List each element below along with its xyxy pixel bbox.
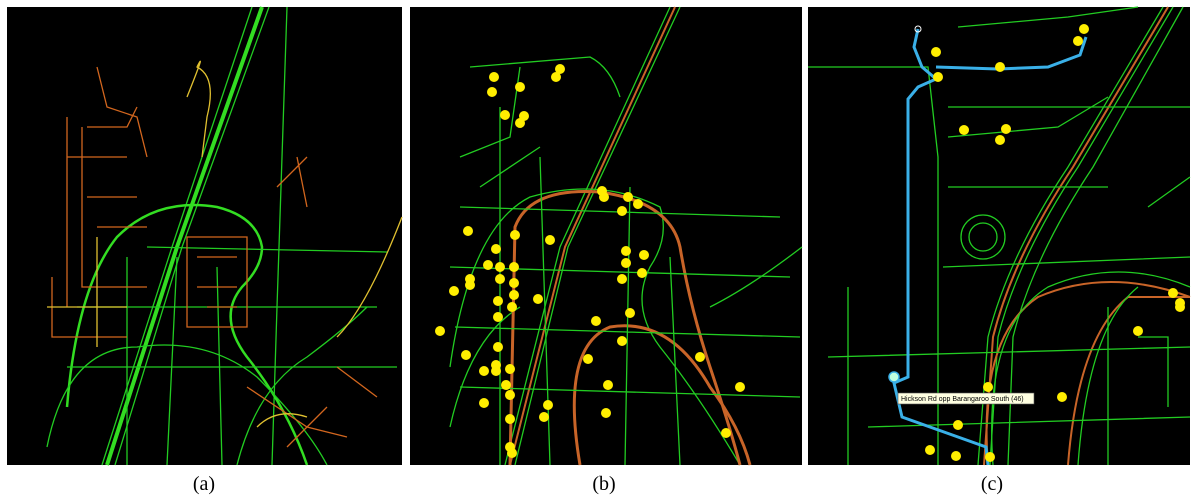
stop-marker bbox=[543, 400, 553, 410]
stop-marker bbox=[959, 125, 969, 135]
stop-marker bbox=[491, 366, 501, 376]
stop-marker bbox=[479, 366, 489, 376]
stop-marker bbox=[623, 192, 633, 202]
stop-marker bbox=[545, 235, 555, 245]
stop-marker bbox=[493, 296, 503, 306]
stop-marker bbox=[483, 260, 493, 270]
stop-marker bbox=[983, 382, 993, 392]
stop-marker bbox=[509, 262, 519, 272]
stop-marker bbox=[617, 274, 627, 284]
stop-marker bbox=[461, 350, 471, 360]
stop-marker bbox=[583, 354, 593, 364]
stop-marker bbox=[1168, 288, 1178, 298]
stop-marker bbox=[621, 258, 631, 268]
stop-marker bbox=[465, 280, 475, 290]
stop-marker bbox=[505, 414, 515, 424]
stop-marker bbox=[539, 412, 549, 422]
stop-marker bbox=[925, 445, 935, 455]
tooltip-text: Hickson Rd opp Barangaroo South (46) bbox=[901, 396, 1024, 403]
stop-marker bbox=[509, 278, 519, 288]
stop-marker bbox=[479, 398, 489, 408]
stop-marker bbox=[995, 135, 1005, 145]
map-panel-b bbox=[410, 7, 802, 465]
panel-caption: (a) bbox=[193, 473, 215, 495]
stop-marker bbox=[1133, 326, 1143, 336]
map-background bbox=[7, 7, 402, 465]
stop-marker bbox=[435, 326, 445, 336]
stop-marker bbox=[507, 302, 517, 312]
stop-marker bbox=[493, 312, 503, 322]
stop-marker bbox=[489, 72, 499, 82]
stop-marker bbox=[617, 336, 627, 346]
stop-marker bbox=[621, 246, 631, 256]
map-panel-a bbox=[7, 7, 402, 465]
map-panel-c: Hickson Rd opp Barangaroo South (46) bbox=[808, 7, 1190, 465]
stop-marker bbox=[617, 206, 627, 216]
stop-marker bbox=[505, 390, 515, 400]
figure: (a) (b) bbox=[0, 0, 1194, 498]
selected-stop[interactable] bbox=[889, 372, 899, 382]
stop-marker bbox=[501, 380, 511, 390]
stop-marker bbox=[599, 192, 609, 202]
panel-caption: (c) bbox=[981, 473, 1003, 495]
stop-marker bbox=[505, 364, 515, 374]
stop-marker bbox=[603, 380, 613, 390]
stop-marker bbox=[625, 308, 635, 318]
stop-marker bbox=[931, 47, 941, 57]
stop-marker bbox=[639, 250, 649, 260]
stop-marker bbox=[500, 110, 510, 120]
stop-marker bbox=[487, 87, 497, 97]
stop-marker bbox=[449, 286, 459, 296]
stop-marker bbox=[510, 230, 520, 240]
stop-marker bbox=[995, 62, 1005, 72]
stop-tooltip: Hickson Rd opp Barangaroo South (46) bbox=[898, 393, 1034, 404]
stop-marker bbox=[695, 352, 705, 362]
map-background bbox=[410, 7, 802, 465]
stop-marker bbox=[601, 408, 611, 418]
stop-marker bbox=[551, 72, 561, 82]
stop-marker bbox=[1079, 24, 1089, 34]
stop-marker bbox=[519, 111, 529, 121]
stop-marker bbox=[933, 72, 943, 82]
stop-marker bbox=[495, 274, 505, 284]
stop-marker bbox=[493, 342, 503, 352]
stop-marker bbox=[495, 262, 505, 272]
stop-marker bbox=[507, 448, 517, 458]
stop-marker bbox=[463, 226, 473, 236]
stop-marker bbox=[1057, 392, 1067, 402]
stop-marker bbox=[509, 290, 519, 300]
stop-marker bbox=[533, 294, 543, 304]
stop-marker bbox=[735, 382, 745, 392]
stop-marker bbox=[491, 244, 501, 254]
stop-marker bbox=[591, 316, 601, 326]
stop-marker bbox=[1175, 302, 1185, 312]
panel-caption: (b) bbox=[592, 473, 615, 495]
stop-marker bbox=[1073, 36, 1083, 46]
stop-marker bbox=[721, 428, 731, 438]
stop-marker bbox=[633, 199, 643, 209]
stop-marker bbox=[953, 420, 963, 430]
stop-marker bbox=[515, 82, 525, 92]
stop-marker bbox=[951, 451, 961, 461]
stop-marker bbox=[1001, 124, 1011, 134]
stop-marker bbox=[985, 452, 995, 462]
stop-marker bbox=[637, 268, 647, 278]
